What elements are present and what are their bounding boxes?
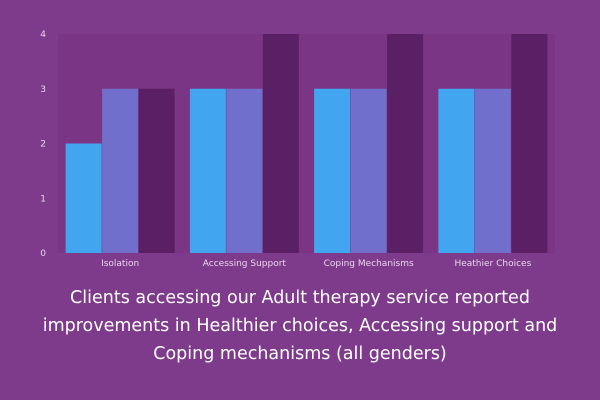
x-tick-label: Accessing Support <box>203 259 287 269</box>
bar <box>138 88 175 253</box>
x-tick-label: Coping Mechanisms <box>324 259 414 269</box>
y-tick-label: 3 <box>40 85 46 95</box>
bar <box>65 143 102 253</box>
bar <box>387 34 424 253</box>
bar-chart: 0 1 2 3 4 Isolation Accessing Support Coping M… <box>40 30 548 269</box>
y-axis-ticks: 0 1 2 3 4 <box>40 30 46 259</box>
bar <box>189 88 226 253</box>
x-tick-label: Isolation <box>101 259 139 269</box>
caption-line-2: improvements in Healthier choices, Acces… <box>42 316 558 336</box>
caption-line-3: Coping mechanisms (all genders) <box>153 344 447 364</box>
bars <box>65 34 548 253</box>
y-tick-label: 4 <box>40 30 46 40</box>
bar <box>102 88 139 253</box>
caption-line-1: Clients accessing our Adult therapy serv… <box>70 288 530 308</box>
bar <box>226 88 263 253</box>
y-tick-label: 1 <box>40 194 46 204</box>
caption: Clients accessing our Adult therapy serv… <box>0 284 600 368</box>
y-tick-label: 0 <box>40 249 46 259</box>
bar <box>314 88 351 253</box>
x-axis-labels: Isolation Accessing Support Coping Mechani… <box>101 259 532 269</box>
bar <box>511 34 548 253</box>
bar <box>474 88 511 253</box>
x-tick-label: Heathier Choices <box>454 259 531 269</box>
bar <box>262 34 299 253</box>
y-tick-label: 2 <box>40 140 46 150</box>
bar <box>438 88 475 253</box>
bar <box>350 88 387 253</box>
